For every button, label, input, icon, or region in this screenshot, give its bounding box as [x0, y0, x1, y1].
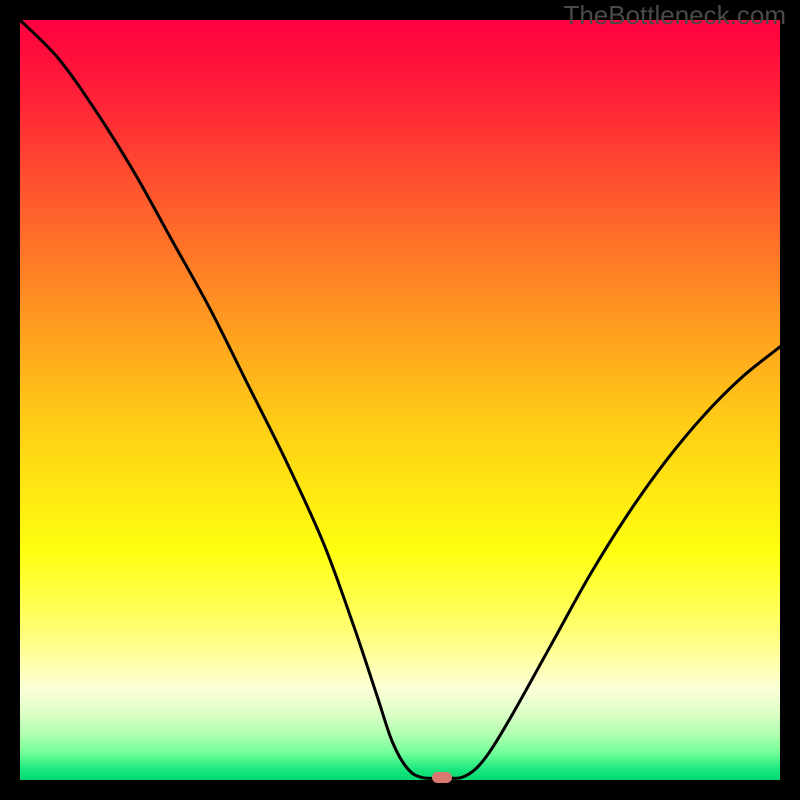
chart-root: TheBottleneck.com — [0, 0, 800, 800]
curve-path — [20, 20, 780, 778]
plot-area — [20, 20, 780, 780]
optimal-point-marker — [432, 772, 452, 783]
bottleneck-curve — [20, 20, 780, 780]
watermark-text: TheBottleneck.com — [563, 0, 786, 31]
